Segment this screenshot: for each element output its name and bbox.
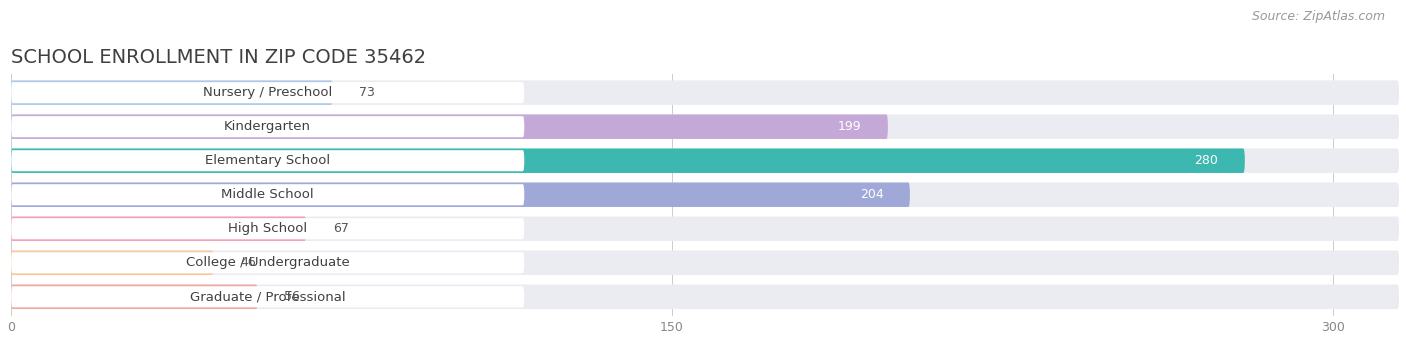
FancyBboxPatch shape bbox=[11, 218, 524, 239]
Text: 199: 199 bbox=[838, 120, 862, 133]
Text: 280: 280 bbox=[1195, 154, 1219, 167]
FancyBboxPatch shape bbox=[11, 182, 910, 207]
FancyBboxPatch shape bbox=[11, 286, 524, 307]
Text: 67: 67 bbox=[333, 222, 349, 235]
Text: 73: 73 bbox=[359, 86, 375, 99]
FancyBboxPatch shape bbox=[11, 115, 1399, 139]
FancyBboxPatch shape bbox=[11, 217, 1399, 241]
Text: Graduate / Professional: Graduate / Professional bbox=[190, 290, 346, 303]
FancyBboxPatch shape bbox=[11, 82, 524, 103]
Text: High School: High School bbox=[228, 222, 308, 235]
FancyBboxPatch shape bbox=[11, 184, 524, 205]
FancyBboxPatch shape bbox=[11, 80, 333, 105]
FancyBboxPatch shape bbox=[11, 80, 1399, 105]
Text: 46: 46 bbox=[240, 256, 256, 269]
Text: College / Undergraduate: College / Undergraduate bbox=[186, 256, 350, 269]
FancyBboxPatch shape bbox=[11, 182, 1399, 207]
FancyBboxPatch shape bbox=[11, 284, 257, 309]
Text: Nursery / Preschool: Nursery / Preschool bbox=[202, 86, 332, 99]
FancyBboxPatch shape bbox=[11, 284, 1399, 309]
Text: Elementary School: Elementary School bbox=[205, 154, 330, 167]
FancyBboxPatch shape bbox=[11, 148, 1399, 173]
Text: Middle School: Middle School bbox=[221, 188, 314, 201]
Text: SCHOOL ENROLLMENT IN ZIP CODE 35462: SCHOOL ENROLLMENT IN ZIP CODE 35462 bbox=[11, 48, 426, 67]
Text: 56: 56 bbox=[284, 290, 299, 303]
FancyBboxPatch shape bbox=[11, 217, 307, 241]
FancyBboxPatch shape bbox=[11, 115, 887, 139]
FancyBboxPatch shape bbox=[11, 251, 214, 275]
FancyBboxPatch shape bbox=[11, 116, 524, 137]
Text: Kindergarten: Kindergarten bbox=[224, 120, 311, 133]
FancyBboxPatch shape bbox=[11, 150, 524, 171]
Text: Source: ZipAtlas.com: Source: ZipAtlas.com bbox=[1251, 10, 1385, 23]
FancyBboxPatch shape bbox=[11, 251, 1399, 275]
FancyBboxPatch shape bbox=[11, 148, 1244, 173]
FancyBboxPatch shape bbox=[11, 252, 524, 273]
Text: 204: 204 bbox=[859, 188, 883, 201]
